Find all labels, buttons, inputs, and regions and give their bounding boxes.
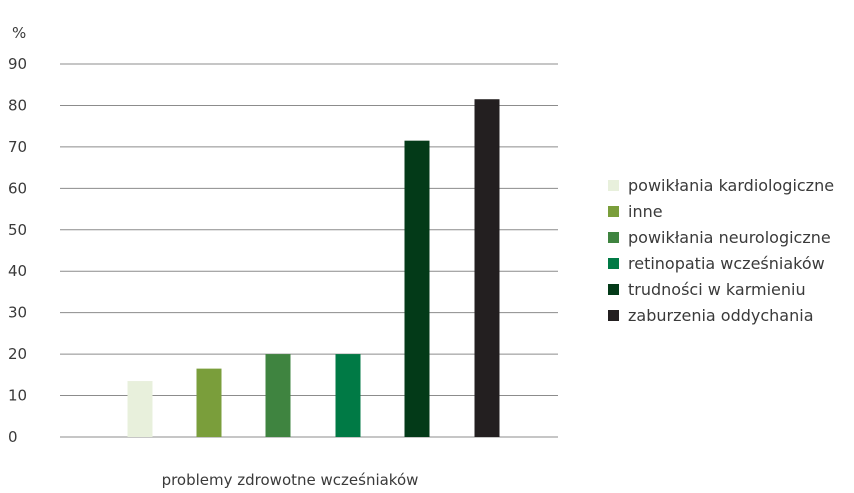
- y-tick-label: 0: [8, 428, 18, 446]
- y-tick-label: 50: [8, 221, 27, 239]
- legend-swatch: [608, 232, 619, 243]
- x-axis-label: problemy zdrowotne wcześniaków: [162, 471, 419, 489]
- legend-swatch: [608, 284, 619, 295]
- bars: [127, 99, 500, 437]
- legend: powikłania kardiologiczne inne powikłania …: [608, 176, 834, 325]
- bar: [265, 354, 291, 437]
- y-axis-ticks: 0 10 20 30 40 50 60 70 80 90: [8, 55, 27, 446]
- y-axis-unit-label: %: [12, 24, 26, 42]
- y-tick-label: 30: [8, 304, 27, 322]
- y-tick-label: 70: [8, 138, 27, 156]
- bar: [196, 368, 222, 437]
- bar: [335, 354, 361, 437]
- legend-label: trudności w karmieniu: [628, 280, 806, 299]
- legend-swatch: [608, 310, 619, 321]
- legend-label: retinopatia wcześniaków: [628, 254, 825, 273]
- y-tick-label: 40: [8, 262, 27, 280]
- y-tick-label: 10: [8, 387, 27, 405]
- y-tick-label: 90: [8, 55, 27, 73]
- bar: [404, 140, 430, 437]
- legend-swatch: [608, 258, 619, 269]
- bar: [474, 99, 500, 437]
- y-tick-label: 20: [8, 345, 27, 363]
- y-tick-label: 80: [8, 96, 27, 114]
- bar: [127, 381, 153, 437]
- legend-label: zaburzenia oddychania: [628, 306, 814, 325]
- y-tick-label: 60: [8, 179, 27, 197]
- legend-label: powikłania neurologiczne: [628, 228, 831, 247]
- legend-swatch: [608, 180, 619, 191]
- legend-label: inne: [628, 202, 663, 221]
- legend-label: powikłania kardiologiczne: [628, 176, 834, 195]
- legend-swatch: [608, 206, 619, 217]
